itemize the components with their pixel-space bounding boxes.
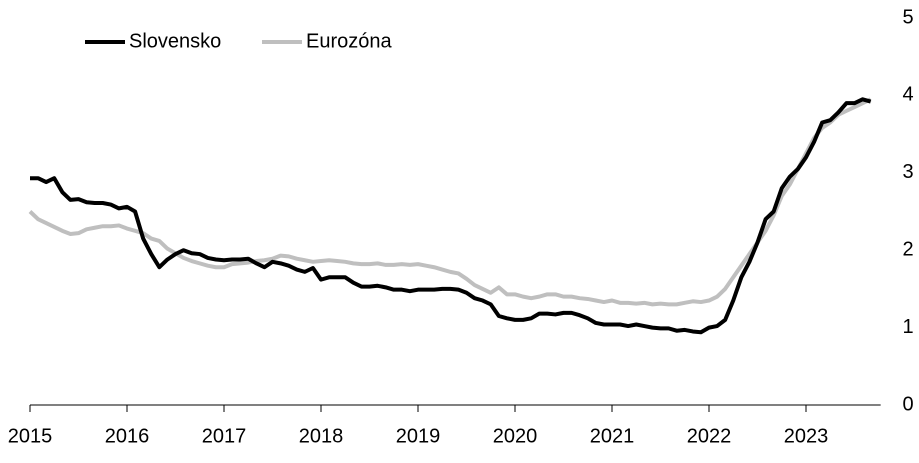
x-tick-label: 2020	[493, 425, 538, 447]
y-tick-label: 5	[902, 6, 913, 28]
data-line	[30, 97, 872, 335]
x-tick-label: 2017	[202, 425, 247, 447]
legend-label: Eurozóna	[306, 30, 392, 52]
x-tick-label: 2019	[396, 425, 441, 447]
x-tick-label: 2023	[784, 425, 829, 447]
y-tick-label: 0	[902, 393, 913, 415]
y-tick-label: 3	[902, 161, 913, 183]
data-line	[28, 97, 872, 307]
x-tick-label: 2016	[105, 425, 150, 447]
legend-label: Slovensko	[129, 30, 221, 52]
y-tick-label: 1	[902, 316, 913, 338]
x-tick-label: 2018	[299, 425, 344, 447]
y-tick-label: 2	[902, 238, 913, 260]
y-tick-label: 4	[902, 84, 913, 106]
x-tick-label: 2022	[687, 425, 732, 447]
x-tick-label: 2021	[590, 425, 635, 447]
x-tick-label: 2015	[8, 425, 53, 447]
